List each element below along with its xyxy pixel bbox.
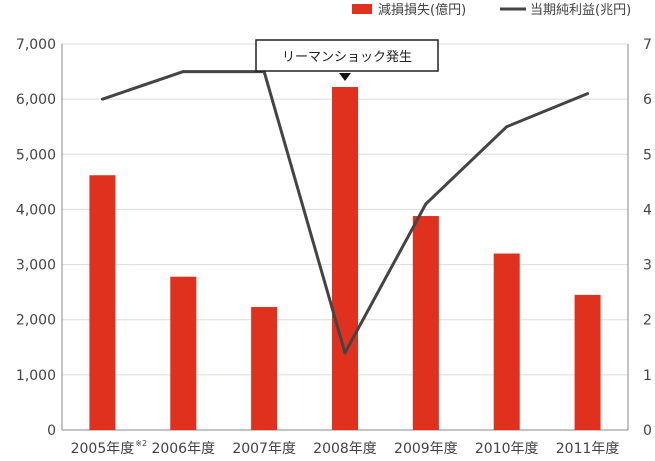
x-tick-label: 2011年度 <box>556 441 620 457</box>
left-axis-ticks: 0 1,000 2,000 3,000 4,000 5,000 6,000 7,000 <box>16 37 56 439</box>
bar <box>89 175 116 430</box>
x-tick-label: 2009年度 <box>394 441 458 457</box>
left-tick-label: 3,000 <box>16 258 56 274</box>
left-tick-label: 7,000 <box>16 37 56 53</box>
left-tick-label: 5,000 <box>16 147 56 163</box>
left-tick-label: 2,000 <box>16 313 56 329</box>
right-tick-label: 2 <box>643 313 652 329</box>
bar <box>412 216 439 430</box>
line-point <box>424 202 428 206</box>
legend-label-line: 当期純利益(兆円) <box>530 3 631 18</box>
callout-pointer <box>339 73 351 81</box>
line-point <box>586 92 590 96</box>
line-point <box>100 97 104 101</box>
left-tick-label: 4,000 <box>16 202 56 218</box>
right-tick-label: 7 <box>643 37 652 53</box>
left-tick-label: 0 <box>47 423 56 439</box>
footnote-marker: ※2 <box>135 439 147 448</box>
legend: 減損損失(億円) 当期純利益(兆円) <box>352 2 631 18</box>
callout-label: リーマンショック発生 <box>282 50 412 65</box>
bar <box>251 307 278 430</box>
right-tick-label: 5 <box>643 147 652 163</box>
line-point <box>343 351 347 355</box>
callout-box <box>255 39 439 72</box>
bar <box>493 253 520 430</box>
legend-label-bar: 減損損失(億円) <box>378 2 466 18</box>
x-tick-label: 2007年度 <box>232 441 296 457</box>
right-tick-label: 6 <box>643 92 652 108</box>
right-axis-ticks: 0 1 2 3 4 5 6 7 <box>643 37 652 439</box>
x-tick-label: 2005年度 <box>71 441 135 457</box>
x-tick-label: 2008年度 <box>313 441 377 457</box>
annotation-callout: リーマンショック発生 <box>255 39 439 81</box>
bar <box>332 87 358 431</box>
left-tick-label: 6,000 <box>16 92 56 108</box>
bar <box>170 276 197 430</box>
right-tick-label: 1 <box>643 368 652 384</box>
x-axis-ticks: 2005年度 ※2 2006年度 2007年度 2008年度 2009年度 2010年度 20… <box>71 439 620 457</box>
bar <box>574 294 601 430</box>
bar-series <box>89 87 601 431</box>
right-tick-label: 3 <box>643 258 652 274</box>
x-tick-label: 2006年度 <box>151 441 215 457</box>
x-tick-label: 2010年度 <box>475 441 539 457</box>
legend-swatch-bar <box>352 4 372 14</box>
left-tick-label: 1,000 <box>16 368 56 384</box>
line-point <box>181 70 185 74</box>
line-point <box>505 125 509 129</box>
right-tick-label: 0 <box>643 423 652 439</box>
line-series <box>100 70 590 355</box>
right-tick-label: 4 <box>643 202 652 218</box>
